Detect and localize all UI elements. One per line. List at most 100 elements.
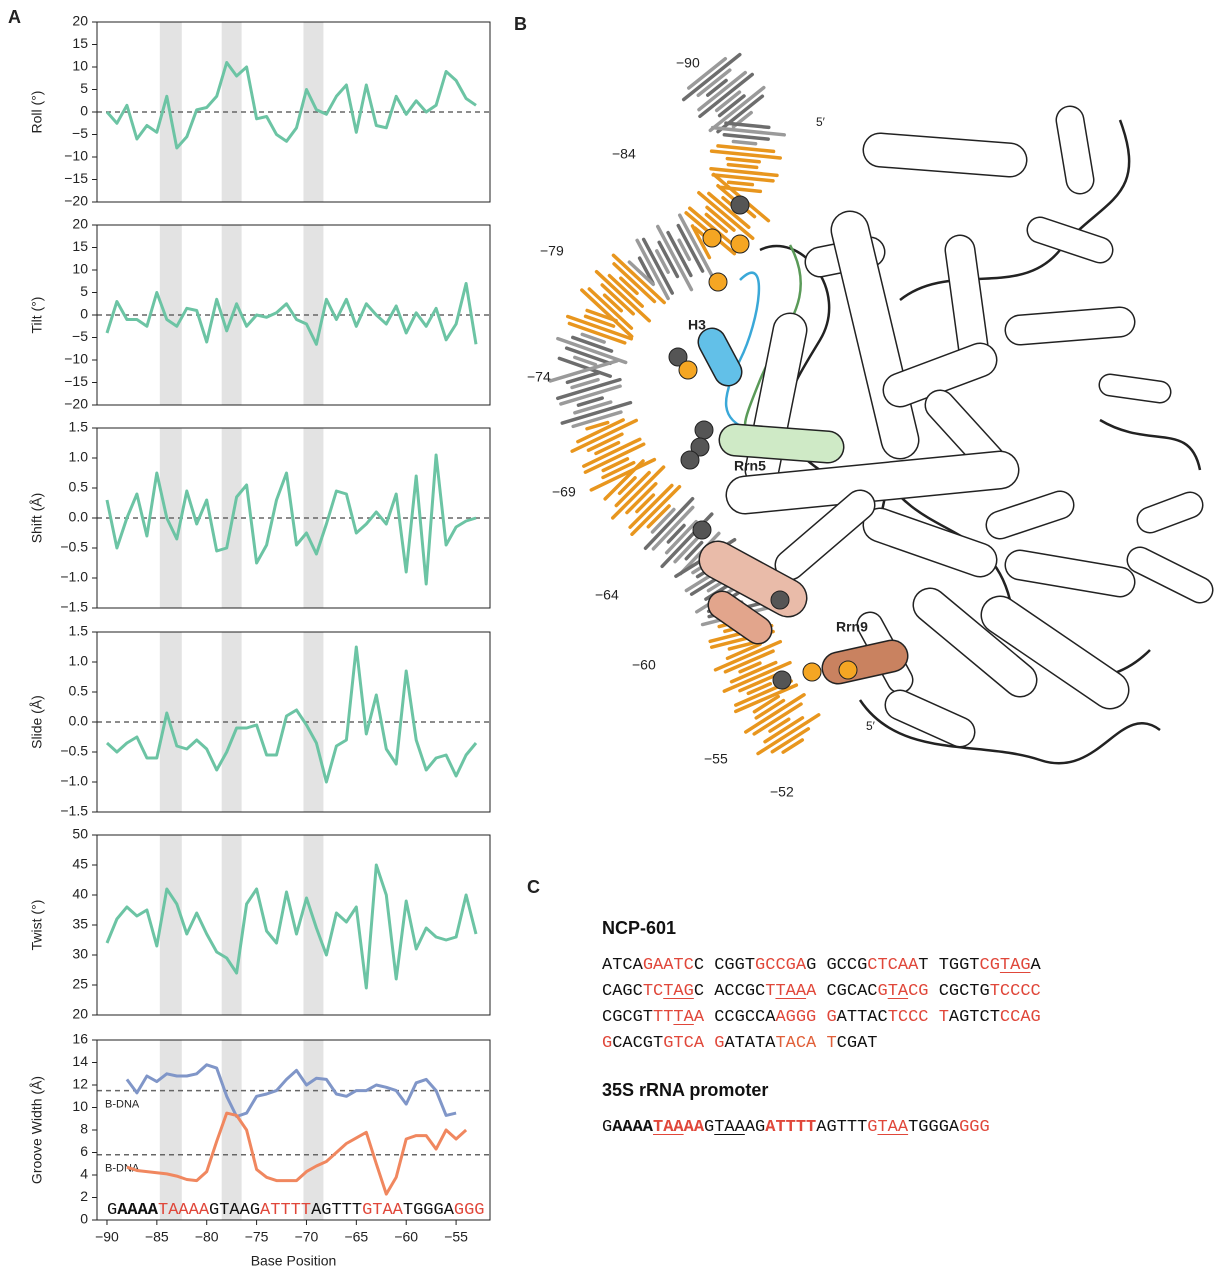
- sequence-segment: GGG: [959, 1118, 990, 1137]
- sequence-segment: T: [765, 982, 776, 1001]
- data-line: [105, 645, 478, 784]
- x-tick-label: −70: [295, 1229, 319, 1245]
- y-tick-label: −15: [64, 170, 88, 186]
- y-tick-label: 1.0: [69, 653, 89, 669]
- dna-base: [723, 649, 775, 674]
- helix: [727, 452, 1018, 513]
- dna-base: [706, 78, 728, 97]
- y-tick-label: 15: [72, 35, 88, 51]
- dna-base: [619, 276, 639, 296]
- helix: [914, 589, 1036, 696]
- y-tick-label: 40: [72, 886, 88, 902]
- sequence-segment: ATATA: [724, 1034, 776, 1053]
- sequence-segment: ATTAC: [836, 1008, 888, 1027]
- highlight-band: [159, 835, 182, 1015]
- helix: [886, 691, 974, 746]
- sequence-segment: ATCA: [602, 956, 643, 975]
- phosphate-sphere: [770, 590, 790, 610]
- sequence-segment: TCCC T: [887, 1008, 949, 1027]
- dna-base: [589, 457, 657, 492]
- sequence-segment: TAA: [877, 1118, 909, 1137]
- plot-frame: [96, 427, 491, 609]
- helix: [1006, 308, 1134, 344]
- y-tick-label: 15: [72, 238, 88, 254]
- dna-base: [628, 483, 674, 529]
- y-tick-label: −20: [64, 193, 88, 209]
- dna-base: [635, 238, 670, 301]
- sequence-segment: TAAAA: [158, 1201, 210, 1220]
- x-tick-label: −75: [245, 1229, 269, 1245]
- dna-base: [677, 238, 692, 262]
- dna-base: [707, 191, 751, 229]
- sequence-block: NCP-601 ATCAGAATCC CGGTGCCGAG GCCGCTCAAT …: [602, 918, 1041, 1057]
- dna-base: [573, 400, 613, 415]
- position-label: 5′: [816, 115, 826, 129]
- dna-base: [576, 396, 604, 407]
- sequence-segment: GAATC: [642, 956, 694, 975]
- dna-base: [710, 125, 786, 137]
- y-tick-label: 2: [80, 1188, 88, 1204]
- dna-base: [656, 224, 694, 292]
- dna-base: [713, 639, 783, 672]
- y-tick-label: −10: [64, 148, 88, 164]
- y-tick-label: 5: [80, 80, 88, 96]
- phosphate-sphere: [730, 195, 750, 215]
- data-line: [126, 1111, 468, 1196]
- sequence-segment: ATTTT: [765, 1118, 817, 1137]
- dna-base: [607, 273, 644, 308]
- sequence-segment: AAAA: [117, 1201, 159, 1220]
- sequence-segment: TAA: [714, 1118, 745, 1137]
- dna-base: [705, 205, 736, 232]
- y-tick-label: 16: [72, 1031, 88, 1047]
- y-tick-label: 8: [80, 1121, 88, 1137]
- dna-base: [617, 476, 637, 496]
- sequence-segment: GTCA G: [663, 1034, 725, 1053]
- dna-base: [708, 85, 766, 133]
- sequence-line: GAAAATAAAAGTAAAGATTTTAGTTTGTAATGGGAGGG: [602, 1115, 990, 1141]
- data-line: [105, 282, 478, 346]
- highlight-band: [303, 835, 324, 1015]
- sequence-segment: CAGC: [602, 982, 643, 1001]
- dna-base: [696, 68, 732, 98]
- dna-base: [587, 287, 634, 330]
- dna-base: [557, 356, 613, 378]
- sequence-segment: G: [877, 982, 888, 1001]
- sequence-segment: TAA: [775, 982, 807, 1001]
- highlight-band: [221, 835, 242, 1015]
- dna-base: [731, 139, 758, 146]
- y-tick-label: −1.5: [60, 599, 88, 615]
- helix: [832, 212, 918, 458]
- y-axis-label: Groove Width (Å): [29, 1076, 45, 1184]
- helix: [776, 491, 874, 579]
- protein-coil: [1099, 418, 1202, 471]
- dna-base: [657, 240, 680, 279]
- dna-base: [614, 470, 651, 508]
- phosphate-sphere: [678, 360, 698, 380]
- y-tick-label: 20: [72, 1006, 88, 1022]
- y-tick-label: 0.0: [69, 509, 89, 525]
- sequence-line: CGCGTTTTAA CCGCCAAGGG GATTACTCCC TAGTCTC…: [602, 1005, 1041, 1031]
- dna-base: [570, 418, 639, 453]
- plot-frame: [96, 1039, 491, 1221]
- dna-base: [724, 121, 771, 130]
- helix: [864, 509, 996, 576]
- phosphate-sphere: [772, 670, 792, 690]
- highlight-band: [159, 1040, 182, 1220]
- dna-base: [627, 260, 656, 287]
- dna-base: [752, 702, 803, 736]
- sequence-segment: GGG: [454, 1201, 485, 1220]
- protein-coil: [858, 699, 1161, 765]
- dna-base: [580, 288, 634, 339]
- sequence-segment: CCAG: [999, 1008, 1041, 1027]
- sequence-segment: G: [602, 1118, 613, 1137]
- dna-base: [676, 223, 705, 273]
- sequence-annotation: GAAAATAAAAGTAAGATTTTAGTTTGTAATGGGAGGG: [107, 1201, 485, 1220]
- dna-base: [744, 693, 806, 734]
- x-tick-label: −55: [444, 1229, 468, 1245]
- data-line: [105, 61, 477, 150]
- dna-base: [690, 224, 712, 260]
- y-axis-label: Tilt (°): [29, 297, 45, 334]
- sequence-segment: TA: [887, 982, 909, 1001]
- y-tick-label: 4: [80, 1166, 88, 1182]
- helix: [1100, 375, 1170, 402]
